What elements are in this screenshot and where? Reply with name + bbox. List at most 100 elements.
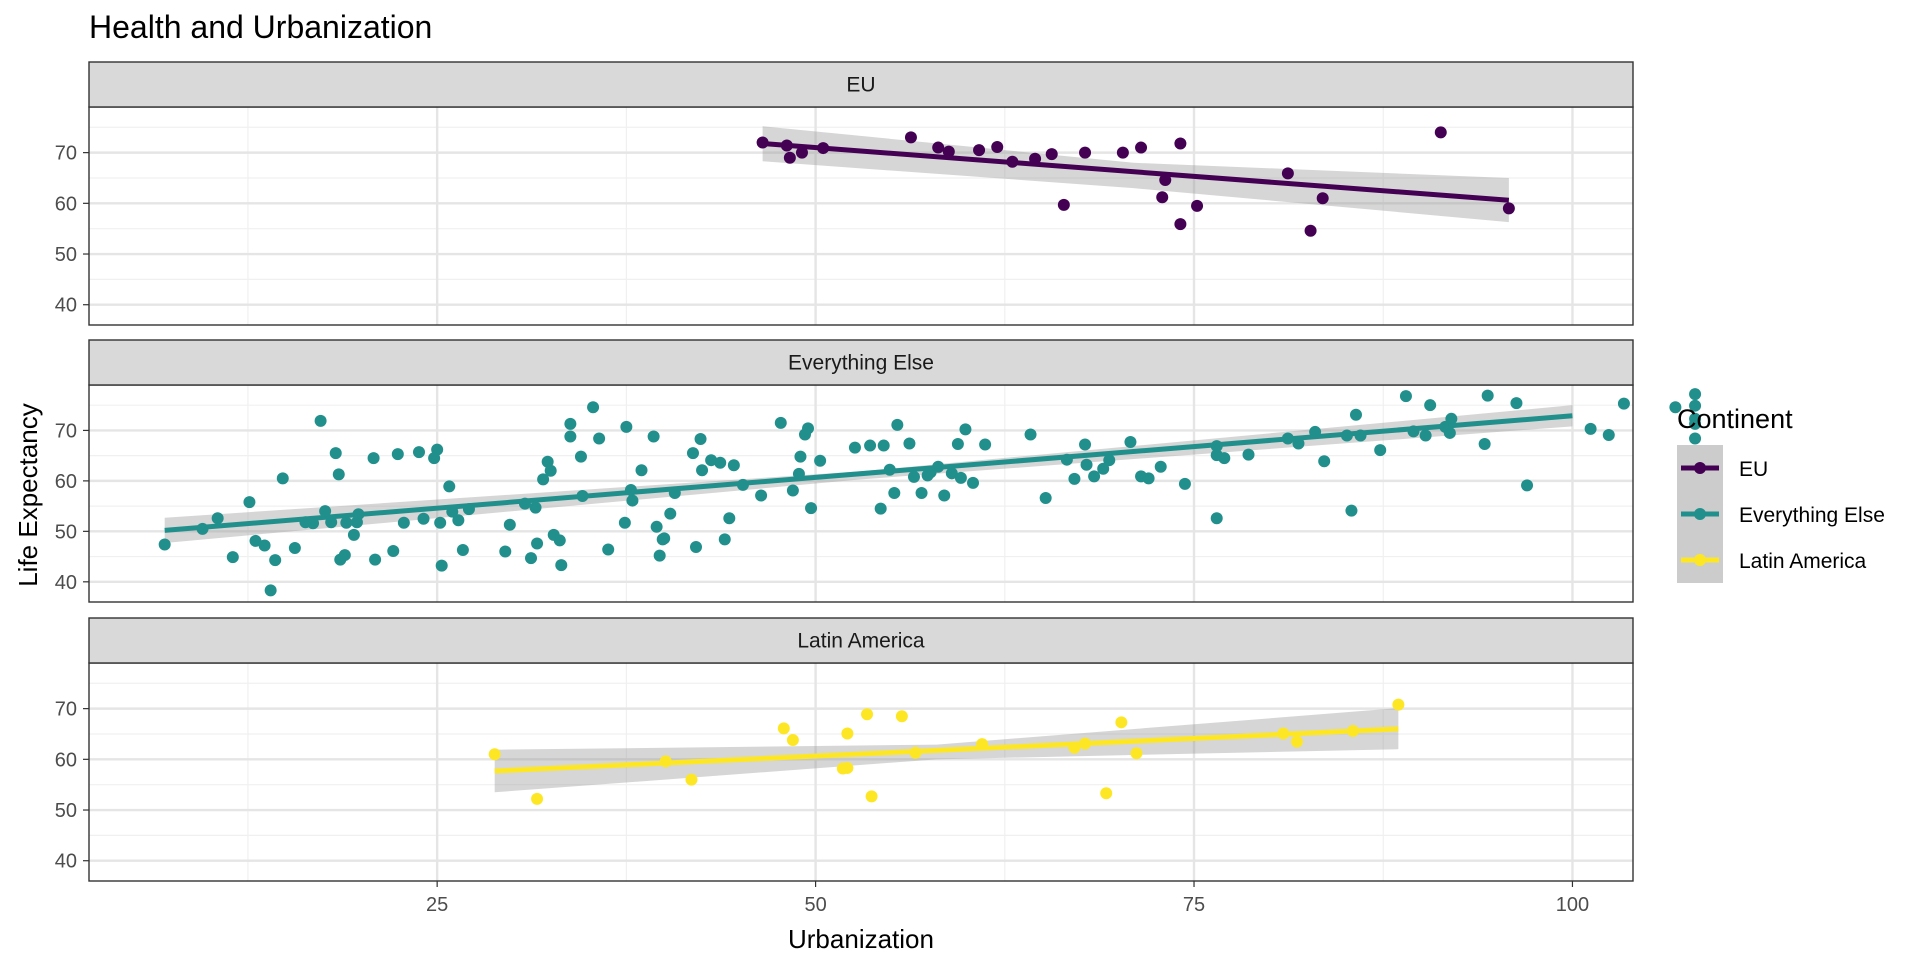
data-point [1242,448,1255,461]
data-point [226,551,239,564]
data-point [564,430,577,443]
x-tick-label: 50 [804,894,826,916]
data-point [503,518,516,531]
data-point [1689,388,1702,401]
data-point [653,549,666,562]
data-point [525,552,538,565]
data-point [531,792,544,805]
y-tick-label: 60 [55,471,77,493]
data-point [903,437,916,450]
data-point [332,468,345,481]
data-point [1349,408,1362,421]
data-point [1481,389,1494,402]
data-point [814,454,827,467]
data-point [1142,472,1155,485]
data-point [435,559,448,572]
data-point [774,416,787,429]
data-point [694,432,707,445]
data-point [841,761,854,774]
panel-eu: 40 50 60 70 EU [55,61,1634,326]
y-tick-label: 70 [55,143,77,165]
facet-strip [88,617,1634,664]
legend: Continent EU Everything Else Latin America [1677,404,1885,583]
data-point [369,553,382,566]
data-point [1689,432,1702,445]
data-point [727,459,740,472]
facet-strip-label: EU [846,74,875,97]
legend-item-latin-america: Latin America [1677,537,1867,583]
data-point [1045,148,1058,161]
data-point [1419,429,1432,442]
data-point [723,512,736,525]
y-tick-label: 40 [55,572,77,594]
data-point [452,514,465,527]
x-axis-title: Urbanization [788,924,934,954]
data-point [1178,477,1191,490]
data-point [802,422,815,435]
data-point [861,708,874,721]
facet-strip [88,339,1634,386]
data-point [841,727,854,740]
data-point [718,533,731,546]
legend-item-everything-else: Everything Else [1677,491,1885,537]
data-point [1130,747,1143,760]
data-point [1478,438,1491,451]
panel-background [89,107,1633,325]
data-point [705,454,718,467]
data-point [593,432,606,445]
data-point [529,501,542,514]
data-point [714,456,727,469]
data-point [777,722,790,735]
legend-key-point [1694,462,1706,474]
data-point [488,748,501,761]
data-point [1617,397,1630,410]
x-tick-label: 75 [1183,894,1205,916]
data-point [895,710,908,723]
data-point [1510,397,1523,410]
y-axis-title: Life Expectancy [13,403,43,587]
x-axis: 25 50 75 100 [426,881,1589,916]
data-point [658,532,671,545]
data-point [1057,198,1070,211]
data-point [848,441,861,454]
data-point [805,502,818,515]
data-point [387,545,400,558]
facet-strip [88,61,1634,108]
data-point [786,734,799,747]
trend-line [762,141,1510,203]
data-point [158,538,171,551]
legend-label: EU [1739,458,1768,481]
data-point [264,584,277,597]
data-point [1174,218,1187,231]
data-point [1124,436,1137,449]
data-point [319,505,332,518]
data-point [1039,492,1052,505]
facet-strip-label: Latin America [797,630,925,653]
data-point [1502,202,1515,215]
data-point [1689,399,1702,412]
data-point [1079,438,1092,451]
data-point [1669,401,1682,414]
data-point [1290,735,1303,748]
data-point [1088,470,1101,483]
data-point [686,447,699,460]
legend-key-point [1694,554,1706,566]
data-point [564,417,577,430]
data-point [618,516,631,529]
panel-background [89,663,1633,881]
data-point [1100,787,1113,800]
data-point [1281,167,1294,180]
data-point [1443,426,1456,439]
trend-line [494,726,1399,774]
data-point [340,516,353,529]
data-point [602,543,615,556]
x-tick-label: 25 [426,894,448,916]
y-tick-label: 40 [55,851,77,873]
data-point [907,470,920,483]
panel-background [89,385,1633,602]
legend-item-eu: EU [1677,445,1768,491]
data-point [647,430,660,443]
data-point [1374,444,1387,457]
panel-everything-else: 40 50 60 70 Everything Else [55,339,1702,603]
data-point [626,494,639,507]
